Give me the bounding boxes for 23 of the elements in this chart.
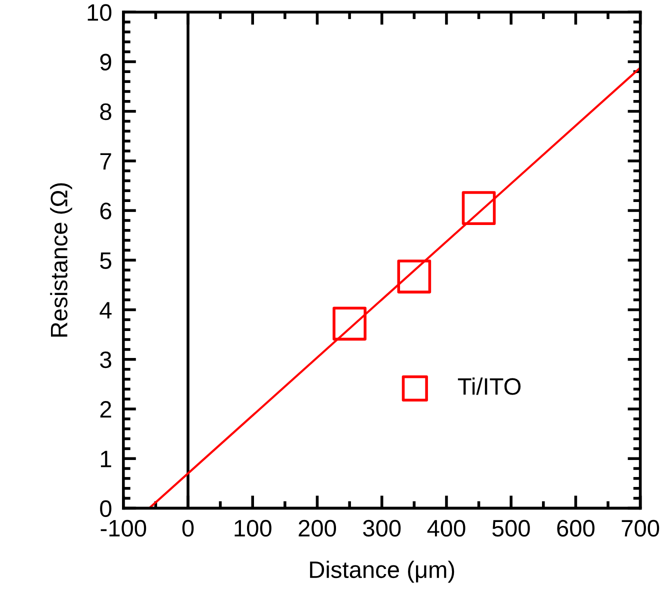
y-tick-label: 6: [100, 202, 112, 220]
x-tick-label: 600: [557, 520, 594, 537]
y-tick-label: 7: [100, 153, 112, 170]
y-tick-label: 8: [100, 103, 112, 120]
x-axis-title: Distance (μm): [310, 560, 454, 583]
y-tick-label: 4: [100, 302, 112, 318]
y-tick-label: 2: [100, 401, 112, 418]
x-tick-label: 0: [182, 520, 194, 537]
y-tick-label: 1: [100, 450, 112, 468]
x-tick-label: -100: [100, 520, 146, 537]
x-tick-label: 300: [363, 520, 401, 537]
y-tick-label: 3: [100, 351, 112, 368]
x-tick-label: 400: [427, 520, 466, 537]
x-tick-label: 700: [622, 520, 660, 537]
y-tick-label: 5: [100, 252, 112, 269]
y-tick-label: 10: [88, 4, 112, 21]
y-tick-label: 9: [100, 54, 112, 70]
x-tick-label: 100: [234, 520, 272, 537]
x-tick-label: 500: [492, 520, 530, 537]
x-tick-label: 200: [298, 520, 336, 537]
legend-label: Ti/ITO: [458, 378, 521, 395]
y-tick-label: 0: [100, 500, 112, 517]
y-axis-title: Resistance (Ω): [50, 183, 72, 337]
